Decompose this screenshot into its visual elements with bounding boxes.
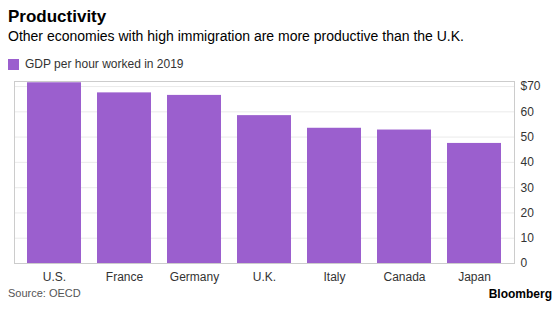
svg-text:10: 10	[521, 231, 535, 245]
svg-text:France: France	[106, 270, 144, 284]
svg-text:U.S.: U.S.	[43, 270, 66, 284]
svg-text:U.K.: U.K.	[253, 270, 276, 284]
svg-text:Canada: Canada	[383, 270, 425, 284]
svg-text:50: 50	[521, 130, 535, 144]
html-text:Bloomberg: Bloomberg	[488, 287, 552, 301]
svg-text:30: 30	[521, 181, 535, 195]
html-text:GDP per hour worked in 2019: GDP per hour worked in 2019	[25, 57, 184, 71]
svg-text:$70: $70	[521, 79, 541, 93]
svg-text:Germany: Germany	[170, 270, 219, 284]
html-text:Other economies with high immi: Other economies with high immigration ar…	[8, 28, 464, 44]
svg-text:60: 60	[521, 105, 535, 119]
svg-text:Italy: Italy	[323, 270, 345, 284]
svg-text:40: 40	[521, 155, 535, 169]
svg-text:20: 20	[521, 206, 535, 220]
svg-text:Japan: Japan	[458, 270, 491, 284]
html-text:Productivity: Productivity	[8, 7, 107, 26]
svg-text:0: 0	[521, 256, 528, 270]
html-text:Source: OECD: Source: OECD	[8, 287, 81, 299]
